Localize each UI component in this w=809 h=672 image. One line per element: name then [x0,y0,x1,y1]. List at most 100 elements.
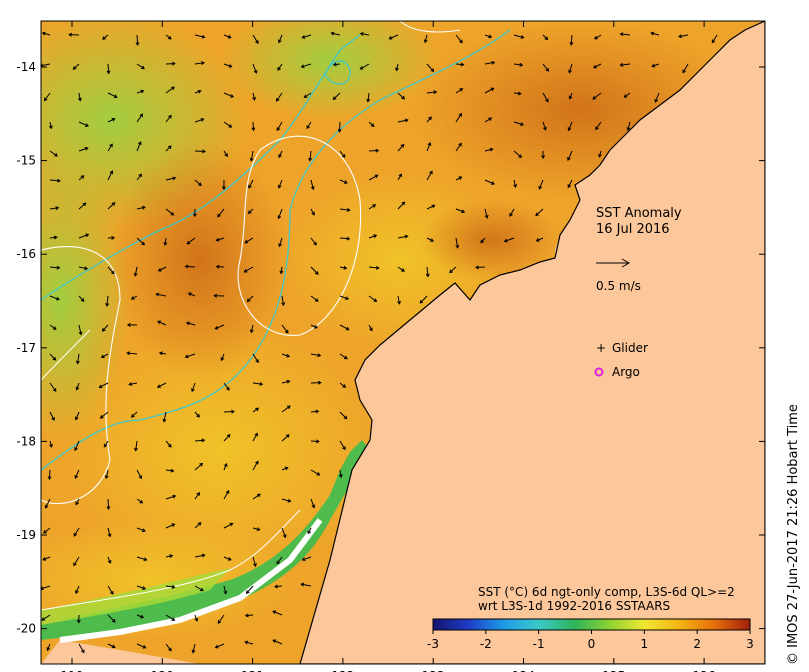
colorbar-tick-label: -3 [427,637,439,651]
current-vector-arrowhead [215,264,220,269]
current-vector-arrowhead [488,117,493,121]
current-vector-arrowhead [73,562,77,567]
glider-marker-icon: + [596,341,606,355]
sst-anomaly-patch [110,140,290,380]
current-vector-arrow [78,295,85,302]
current-vector-arrowhead [106,70,111,75]
current-vector-arrow [250,150,254,161]
current-vector-arrowhead [224,153,228,157]
current-vector-arrow [252,556,257,567]
current-vector-arrow [367,92,370,102]
current-vector-arrowhead [314,271,319,275]
current-vector-arrow [136,141,142,152]
current-vector-arrow [165,145,172,152]
current-vector-arrow [682,63,689,73]
current-vector-arrowhead [359,32,364,36]
current-vector-arrow [504,237,515,242]
current-vector-arrow [223,92,234,98]
current-vector-arrow [165,585,175,588]
current-vector-arrowhead [343,415,348,420]
current-vector-arrowhead [592,96,597,100]
current-vector-arrow [194,62,205,65]
current-vector-arrow [107,144,113,152]
current-vector-arrow [250,324,254,333]
current-vector-arrow [424,34,428,43]
vector-scale-arrowhead [621,258,631,268]
current-vector-arrow [513,63,523,66]
current-vector-arrow [244,237,254,244]
current-vector-arrowhead [113,94,118,98]
coastline [299,21,765,664]
current-vector-arrowhead [401,95,406,100]
current-vector-arrow [310,237,317,246]
current-vector-arrowhead [274,584,278,589]
colorbar-tick-label: 1 [641,637,649,651]
current-vector-arrowhead [55,206,60,211]
current-vector-arrowhead [172,176,177,181]
current-vector-arrowhead [73,532,78,537]
current-vector-arrowhead [300,582,305,587]
current-vector-arrowhead [544,36,549,41]
current-vector-arrow [78,234,89,239]
current-vector-arrow [159,352,167,355]
current-vector-arrow [157,320,167,326]
current-vector-arrowhead [475,265,479,270]
current-vector-arrow [654,92,660,103]
current-vector-arrow [455,176,462,181]
current-vector-arrow [513,34,524,39]
current-vector-arrowhead [388,36,393,40]
current-vector-arrowhead [139,113,144,118]
legend-argo-label: Argo [612,365,640,379]
current-vector-arrowhead [141,65,145,70]
current-vector-arrow [45,498,51,509]
current-vector-arrow [75,498,80,505]
map-title-line2: 16 Jul 2016 [596,222,670,237]
current-vector-arrow [49,236,57,239]
current-vector-arrowhead [102,36,106,40]
current-vector-arrowhead [199,462,204,467]
current-vector-arrowhead [276,560,281,565]
current-vector-arrowhead [342,446,346,451]
current-vector-arrowhead [100,354,105,359]
current-vector-arrow [136,173,142,181]
current-vector-arrowhead [343,265,348,270]
current-vector-arrow [107,202,116,210]
current-vector-arrowhead [74,447,78,452]
sst-anomaly-patch [60,320,380,580]
current-vector-arrow [223,556,232,561]
current-vector-arrow [107,643,116,648]
current-vector-arrowhead [277,215,282,220]
white-contour-loop [237,135,362,336]
current-vector-arrowhead [276,127,281,132]
current-vector-arrowhead [346,236,351,241]
current-vector-arrow [360,33,370,36]
current-vector-arrowhead [167,35,172,40]
current-vector-arrowhead [344,355,348,360]
current-vector-arrowhead [455,244,460,249]
current-vector-arrow [136,498,143,504]
y-tick-label: -17 [16,341,36,355]
current-vector-arrowhead [568,69,572,74]
current-vector-arrowhead [43,530,47,534]
current-vector-arrow [105,469,109,479]
current-vector-arrow [455,34,463,44]
current-vector-arrowhead [57,178,61,183]
current-vector-arrow [331,32,341,36]
current-vector-arrowhead [191,649,196,654]
current-vector-arrowhead [82,202,87,207]
current-vector-arrow [426,237,434,242]
white-contour-line [41,329,91,381]
current-vector-arrowhead [171,523,176,527]
current-vector-arrowhead [84,123,89,127]
current-vector-arrowhead [373,234,378,239]
current-vector-arrowhead [46,647,51,652]
current-vector-arrow [186,237,196,245]
current-vector-arrowhead [192,213,197,218]
current-vector-arrow [191,382,196,392]
current-vector-arrowhead [253,69,258,74]
current-vector-arrow [310,410,319,413]
current-vector-arrow [107,556,111,564]
current-vector-arrow [397,235,408,239]
current-vector-arrow [46,643,51,651]
current-vector-arrow [310,469,320,476]
